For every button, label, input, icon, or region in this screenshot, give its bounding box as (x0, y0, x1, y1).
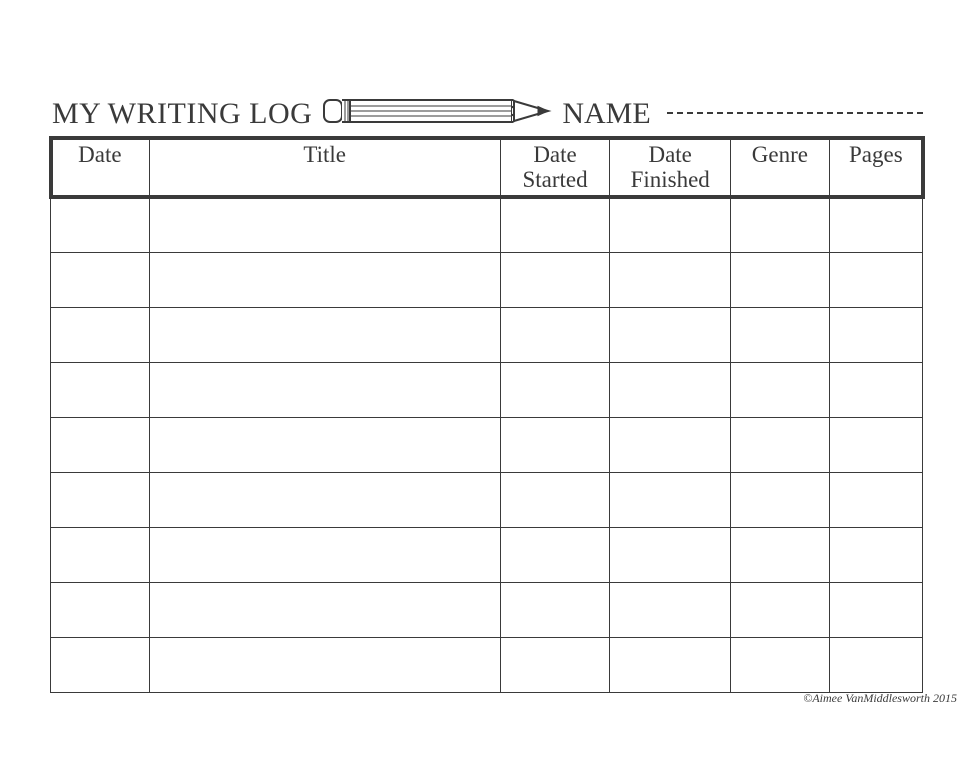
table-cell[interactable] (829, 637, 922, 692)
table-cell[interactable] (500, 637, 610, 692)
table-cell[interactable] (149, 527, 500, 582)
table-cell[interactable] (500, 197, 610, 252)
table-cell[interactable] (610, 307, 731, 362)
col-header-title: Title (149, 138, 500, 198)
table-cell[interactable] (610, 582, 731, 637)
table-cell[interactable] (149, 472, 500, 527)
table-cell[interactable] (610, 417, 731, 472)
table-cell[interactable] (731, 362, 830, 417)
table-cell[interactable] (610, 637, 731, 692)
table-cell[interactable] (500, 252, 610, 307)
table-cell[interactable] (51, 362, 150, 417)
page-title: MY WRITING LOG (52, 97, 312, 131)
table-cell[interactable] (149, 307, 500, 362)
table-cell[interactable] (610, 527, 731, 582)
table-cell[interactable] (829, 472, 922, 527)
table-cell[interactable] (731, 252, 830, 307)
table-cell[interactable] (731, 417, 830, 472)
table-cell[interactable] (731, 637, 830, 692)
table-cell[interactable] (149, 362, 500, 417)
table-cell[interactable] (731, 472, 830, 527)
table-row (51, 362, 923, 417)
table-cell[interactable] (149, 417, 500, 472)
table-header: Date Title DateStarted DateFinished Genr… (51, 138, 923, 198)
header-row: MY WRITING LOG NAME (50, 94, 923, 133)
table-cell[interactable] (51, 417, 150, 472)
table-cell[interactable] (500, 362, 610, 417)
table-cell[interactable] (51, 582, 150, 637)
table-row (51, 197, 923, 252)
table-row (51, 527, 923, 582)
table-cell[interactable] (829, 582, 922, 637)
col-header-started: DateStarted (500, 138, 610, 198)
table-cell[interactable] (610, 362, 731, 417)
table-cell[interactable] (149, 582, 500, 637)
table-cell[interactable] (731, 527, 830, 582)
table-cell[interactable] (731, 307, 830, 362)
table-row (51, 307, 923, 362)
table-cell[interactable] (610, 472, 731, 527)
table-cell[interactable] (500, 527, 610, 582)
writing-log-table: Date Title DateStarted DateFinished Genr… (50, 137, 923, 693)
table-cell[interactable] (149, 252, 500, 307)
table-cell[interactable] (51, 527, 150, 582)
table-row (51, 582, 923, 637)
table-cell[interactable] (149, 637, 500, 692)
worksheet: MY WRITING LOG NAME (50, 94, 923, 693)
table-cell[interactable] (610, 197, 731, 252)
table-cell[interactable] (829, 252, 922, 307)
table-row (51, 472, 923, 527)
table-cell[interactable] (500, 417, 610, 472)
table-cell[interactable] (500, 582, 610, 637)
table-cell[interactable] (829, 197, 922, 252)
table-cell[interactable] (51, 472, 150, 527)
table-cell[interactable] (51, 307, 150, 362)
credit-line: ©Aimee VanMiddlesworth 2015 (803, 691, 957, 706)
table-cell[interactable] (731, 582, 830, 637)
name-blank-line[interactable] (667, 112, 923, 114)
table-cell[interactable] (829, 362, 922, 417)
col-header-genre: Genre (731, 138, 830, 198)
table-cell[interactable] (51, 252, 150, 307)
table-cell[interactable] (829, 417, 922, 472)
table-cell[interactable] (149, 197, 500, 252)
table-cell[interactable] (51, 637, 150, 692)
col-header-date: Date (51, 138, 150, 198)
table-row (51, 417, 923, 472)
table-row (51, 252, 923, 307)
table-cell[interactable] (829, 307, 922, 362)
table-cell[interactable] (731, 197, 830, 252)
name-label: NAME (562, 97, 650, 131)
col-header-finished: DateFinished (610, 138, 731, 198)
table-row (51, 637, 923, 692)
pencil-icon (322, 94, 552, 133)
table-cell[interactable] (829, 527, 922, 582)
table-cell[interactable] (500, 307, 610, 362)
table-cell[interactable] (51, 197, 150, 252)
table-cell[interactable] (500, 472, 610, 527)
col-header-pages: Pages (829, 138, 922, 198)
table-cell[interactable] (610, 252, 731, 307)
table-body (51, 197, 923, 692)
